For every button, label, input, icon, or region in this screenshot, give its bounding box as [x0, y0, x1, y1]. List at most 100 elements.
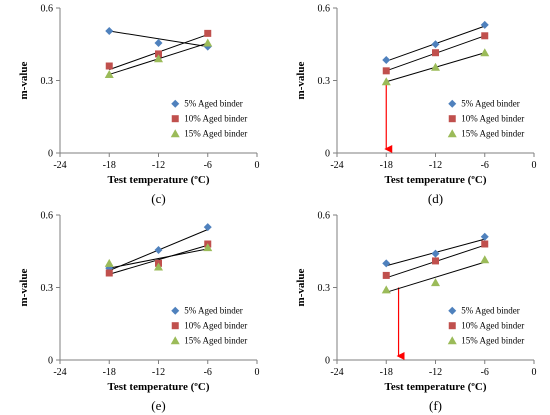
- data-point-series-0: [105, 26, 114, 35]
- trend-line-0: [109, 30, 208, 48]
- panel-label: (f): [429, 398, 442, 413]
- legend-marker-0: [448, 99, 457, 108]
- data-point-series-0: [382, 55, 391, 64]
- x-tick-label: 0: [255, 367, 260, 378]
- data-point-series-2: [480, 255, 490, 264]
- legend-entry-0: 5% Aged binder: [184, 99, 243, 109]
- data-point-series-1: [105, 269, 113, 277]
- x-tick-label: -24: [53, 367, 66, 378]
- legend-entry-1: 10% Aged binder: [461, 321, 524, 331]
- panel-label: (e): [151, 398, 165, 413]
- trend-line-2: [386, 261, 485, 293]
- data-point-series-0: [154, 39, 163, 48]
- data-point-series-0: [382, 259, 391, 268]
- x-axis-title: Test temperature (ºC): [108, 381, 210, 393]
- legend-marker-2: [447, 336, 457, 345]
- chart-panel-3: -24 -18 -12 -6 0 0 0.3 0.6 Test temperature (ºC)…: [295, 211, 537, 414]
- legend-entry-0: 5% Aged binder: [461, 306, 520, 316]
- legend-marker-0: [171, 99, 180, 108]
- legend-entry-2: 15% Aged binder: [184, 129, 247, 139]
- x-tick-label: -6: [204, 160, 212, 171]
- x-tick-label: -18: [103, 367, 116, 378]
- y-axis-title: m-value: [295, 268, 307, 306]
- data-point-series-2: [480, 48, 490, 57]
- x-tick-label: -12: [429, 367, 442, 378]
- legend-entry-0: 5% Aged binder: [461, 99, 520, 109]
- chart-panel-0: -24 -18 -12 -6 0 0 0.3 0.6 Test temperature (ºC)…: [18, 4, 260, 207]
- chart-panel-2: -24 -18 -12 -6 0 0 0.3 0.6 Test temperature (ºC)…: [18, 211, 260, 414]
- x-tick-label: -24: [330, 160, 343, 171]
- x-tick-label: -24: [330, 367, 343, 378]
- y-axis-title: m-value: [18, 268, 30, 306]
- x-tick-label: -6: [481, 160, 489, 171]
- data-point-series-1: [481, 240, 489, 248]
- data-point-series-1: [155, 50, 162, 58]
- y-tick-label: 0.3: [318, 76, 331, 87]
- x-tick-label: -6: [204, 367, 212, 378]
- legend-marker-2: [170, 336, 180, 345]
- x-axis-title: Test temperature (ºC): [385, 381, 487, 393]
- legend-marker-1: [171, 115, 179, 123]
- trend-line-2: [109, 248, 208, 269]
- y-axis-title: m-value: [295, 61, 307, 99]
- data-point-series-1: [432, 257, 439, 265]
- trend-line-1: [109, 244, 208, 275]
- x-tick-label: -18: [103, 160, 116, 171]
- data-point-series-0: [203, 223, 212, 232]
- legend-marker-1: [448, 322, 456, 330]
- legend-entry-2: 15% Aged binder: [184, 336, 247, 346]
- x-tick-label: -12: [152, 160, 165, 171]
- x-tick-label: -12: [429, 160, 442, 171]
- data-point-series-2: [431, 278, 440, 287]
- data-point-series-2: [104, 258, 114, 267]
- y-tick-label: 0: [325, 149, 330, 160]
- data-point-series-2: [381, 285, 391, 294]
- legend-entry-2: 15% Aged binder: [461, 336, 524, 346]
- legend-entry-1: 10% Aged binder: [184, 321, 247, 331]
- y-axis-title: m-value: [18, 61, 30, 99]
- y-tick-label: 0.3: [318, 283, 331, 294]
- legend-marker-1: [448, 115, 456, 123]
- legend-marker-2: [170, 129, 180, 138]
- data-point-series-0: [480, 232, 489, 241]
- legend-marker-2: [447, 129, 457, 138]
- panel-label: (c): [151, 191, 165, 206]
- x-tick-label: -24: [53, 160, 66, 171]
- y-tick-label: 0: [48, 149, 53, 160]
- data-point-series-2: [104, 69, 114, 78]
- data-point-series-1: [481, 32, 489, 40]
- data-point-series-1: [382, 67, 390, 75]
- legend-marker-0: [448, 306, 457, 315]
- data-point-series-1: [432, 49, 439, 57]
- data-point-series-2: [431, 62, 440, 71]
- x-tick-label: -18: [380, 367, 393, 378]
- x-tick-label: -12: [152, 367, 165, 378]
- y-tick-label: 0.6: [318, 211, 331, 222]
- data-point-series-0: [431, 40, 440, 49]
- x-tick-label: 0: [532, 367, 537, 378]
- data-point-series-0: [154, 246, 163, 255]
- x-tick-label: -18: [380, 160, 393, 171]
- chart-panel-1: -24 -18 -12 -6 0 0 0.3 0.6 Test temperature (ºC)…: [295, 4, 537, 207]
- y-tick-label: 0.3: [41, 283, 54, 294]
- data-point-series-2: [381, 77, 391, 86]
- data-point-series-0: [431, 249, 440, 258]
- data-point-series-1: [105, 62, 113, 70]
- data-point-series-1: [382, 271, 390, 279]
- data-point-series-2: [154, 54, 163, 63]
- legend-entry-1: 10% Aged binder: [461, 114, 524, 124]
- x-tick-label: 0: [532, 160, 537, 171]
- data-point-series-0: [480, 20, 489, 29]
- data-point-series-2: [203, 243, 213, 252]
- legend-marker-1: [171, 322, 179, 330]
- y-tick-label: 0.6: [318, 4, 331, 15]
- data-point-series-2: [154, 262, 163, 271]
- x-axis-title: Test temperature (ºC): [108, 174, 210, 186]
- panel-label: (d): [428, 191, 443, 206]
- y-tick-label: 0: [325, 356, 330, 367]
- legend-marker-0: [171, 306, 180, 315]
- data-point-series-1: [204, 29, 212, 37]
- y-tick-label: 0: [48, 356, 53, 367]
- legend-entry-1: 10% Aged binder: [184, 114, 247, 124]
